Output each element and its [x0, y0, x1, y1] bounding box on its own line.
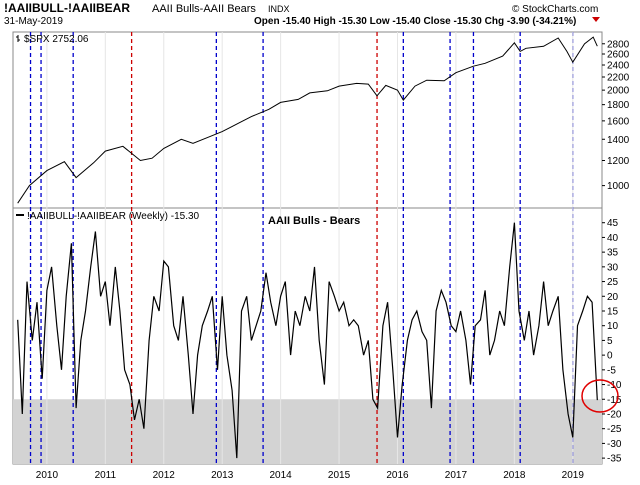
y-tick-label: 20 — [607, 292, 619, 303]
upper-series-group — [17, 36, 598, 204]
y-tick-label: 15 — [607, 306, 619, 317]
y-tick-label: -20 — [607, 409, 622, 420]
y-tick-label: 2600 — [607, 49, 630, 60]
y-tick-label: 35 — [607, 248, 619, 259]
upper-panel — [12, 31, 603, 209]
y-tick-label: -25 — [607, 424, 622, 435]
y-tick-label: 40 — [607, 233, 619, 244]
symbol-title: !AAIIBULL-!AAIIBEAR — [4, 1, 130, 15]
chart-date: 31-May-2019 — [4, 16, 63, 27]
y-tick-label: -35 — [607, 454, 622, 465]
x-tick-label: 2015 — [328, 470, 351, 481]
y-tick-label: 2400 — [607, 61, 630, 72]
y-tick-label: 30 — [607, 262, 619, 273]
y-tick-label: -30 — [607, 439, 622, 450]
y-tick-label: -5 — [607, 365, 616, 376]
y-tick-label: 1200 — [607, 156, 630, 167]
y-tick-label: 2000 — [607, 86, 630, 97]
y-tick-label: 10 — [607, 321, 619, 332]
y-tick-label: 0 — [607, 351, 613, 362]
x-tick-label: 2011 — [95, 470, 117, 481]
y-tick-label: 2800 — [607, 39, 630, 50]
highlight-circle — [581, 379, 619, 413]
y-tick-label: 5 — [607, 336, 613, 347]
y-tick-label: 1600 — [607, 116, 630, 127]
ohlc-readout: Open -15.40 High -15.30 Low -15.40 Close… — [254, 16, 576, 27]
y-tick-label: 1800 — [607, 100, 630, 111]
y-tick-label: 45 — [607, 218, 619, 229]
vertical-markers — [29, 32, 574, 464]
x-tick-label: 2014 — [269, 470, 292, 481]
y-tick-label: 1000 — [607, 181, 630, 192]
down-triangle-icon — [592, 17, 600, 22]
bearish-shaded-zone — [13, 399, 602, 464]
symbol-description: AAII Bulls-AAII Bears — [152, 3, 256, 15]
exchange-label: INDX — [268, 4, 290, 14]
spx-line — [17, 36, 598, 204]
x-tick-label: 2010 — [36, 470, 59, 481]
y-tick-label: 1400 — [607, 135, 630, 146]
lower-series-group — [17, 222, 598, 459]
annotation-label: AAII Bulls - Bears — [268, 215, 360, 227]
x-axis: 2010 2011 2012 2013 2014 2015 2016 2017 2018 2019 — [36, 470, 585, 481]
x-tick-label: 2016 — [386, 470, 409, 481]
y-tick-label: 2200 — [607, 73, 630, 84]
y-tick-label: 25 — [607, 277, 619, 288]
x-grid — [46, 32, 574, 464]
price-bars-icon — [16, 35, 20, 42]
x-tick-label: 2018 — [503, 470, 526, 481]
lower-legend: !AAIIBULL-!AAIIBEAR (Weekly) -15.30 — [27, 211, 200, 222]
y-tick-label: -15 — [607, 395, 622, 406]
credit-text: © StockCharts.com — [512, 4, 598, 15]
bulls-bears-line — [17, 222, 598, 459]
x-tick-label: 2019 — [562, 470, 585, 481]
x-tick-label: 2013 — [211, 470, 234, 481]
x-tick-label: 2012 — [153, 470, 176, 481]
x-tick-label: 2017 — [445, 470, 468, 481]
upper-legend: $SPX 2752.06 — [24, 34, 89, 45]
